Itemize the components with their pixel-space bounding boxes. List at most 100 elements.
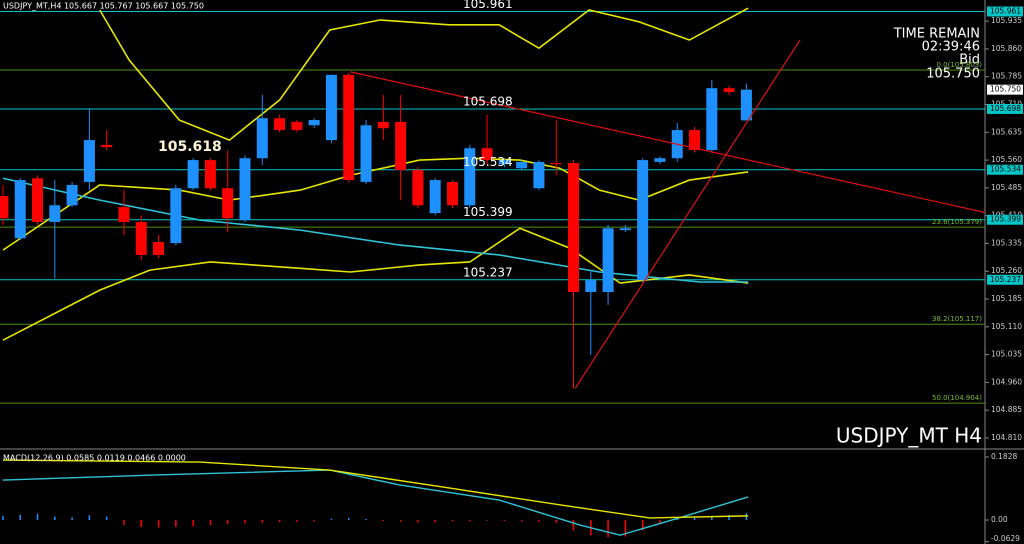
trendline	[574, 39, 801, 389]
candle-body	[585, 280, 597, 292]
fib-label: 50.0(104.904)	[932, 394, 982, 402]
chart-title: USDJPY_MT,H4 105.667 105.767 105.667 105…	[3, 2, 204, 11]
candle-body	[135, 221, 147, 255]
indicator-line	[99, 7, 749, 141]
price-box	[987, 274, 1023, 285]
watermark: USDJPY_MT H4	[836, 424, 982, 448]
price-annotation: 105.618	[158, 139, 222, 155]
y-tick-label: 105.485	[991, 183, 1022, 192]
bid-value: 105.750	[926, 67, 980, 82]
candle-body	[0, 196, 9, 219]
candle-body	[723, 88, 735, 92]
time-remain-label: TIME REMAIN	[893, 27, 980, 42]
bid-label: Bid	[959, 53, 980, 68]
horizontal-line-label: 105.237	[463, 265, 513, 279]
price-box	[987, 164, 1023, 175]
y-tick-label: 104.810	[991, 433, 1022, 442]
candle-body	[464, 148, 476, 206]
indicator-line	[2, 227, 749, 341]
price-box	[987, 6, 1023, 17]
y-tick-label: 0.00	[991, 515, 1008, 524]
y-tick-label: 105.860	[991, 44, 1022, 53]
fib-label: 0.0(105.803)	[936, 61, 982, 69]
candle-body	[654, 158, 666, 162]
bid-box	[987, 84, 1023, 95]
y-tick-label: 0.1828	[991, 452, 1017, 461]
candle-body	[395, 121, 407, 171]
labels: USDJPY_MT,H4 105.667 105.767 105.667 105…	[3, 0, 1023, 543]
candle-body	[256, 118, 268, 159]
y-tick-label: 105.110	[991, 322, 1022, 331]
macd-line	[2, 459, 749, 519]
price-box-label: 105.961	[990, 6, 1021, 15]
y-tick-label: 105.935	[991, 16, 1022, 25]
indicator-line	[2, 177, 749, 283]
price-box	[987, 214, 1023, 225]
candle-body	[32, 178, 44, 222]
fib-label: 38.2(105.117)	[932, 315, 982, 323]
candle-body	[446, 181, 458, 206]
horizontal-line-label: 105.399	[463, 205, 513, 219]
price-box-label: 105.399	[990, 215, 1021, 224]
candle-body	[689, 130, 701, 151]
y-tick-label: -0.0629	[991, 534, 1020, 543]
y-tick-label: 105.035	[991, 350, 1022, 359]
candle-body	[83, 140, 95, 182]
candle-body	[360, 125, 372, 182]
price-box-label: 105.534	[990, 165, 1021, 174]
y-tick-label: 105.635	[991, 127, 1022, 136]
y-tick-label: 105.260	[991, 266, 1022, 275]
candle-body	[118, 207, 130, 222]
macd-line	[2, 469, 749, 536]
candle-body	[429, 180, 441, 214]
candle-body	[568, 163, 580, 292]
horizontal-line-label: 105.961	[463, 0, 513, 11]
candle-body	[14, 180, 26, 239]
candle-body	[550, 163, 562, 165]
fib-label: 23.6(105.379)	[932, 218, 982, 226]
y-tick-label: 104.960	[991, 377, 1022, 386]
candle-body	[516, 161, 528, 169]
price-box-label: 105.237	[990, 275, 1021, 284]
candle-body	[706, 88, 718, 151]
horizontal-line-label: 105.698	[463, 94, 513, 108]
candle-body	[343, 74, 355, 181]
y-tick-label: 105.785	[991, 72, 1022, 81]
candle-body	[740, 89, 752, 121]
candle-body	[481, 148, 493, 161]
trendline	[350, 71, 985, 214]
candle-body	[412, 170, 424, 206]
y-tick-label: 105.335	[991, 238, 1022, 247]
candle-body	[602, 228, 614, 292]
candle-body	[204, 160, 216, 189]
candle-body	[619, 228, 631, 231]
candle-body	[153, 241, 165, 255]
horizontal-line-label: 105.534	[463, 155, 513, 169]
bid-box-label: 105.750	[990, 85, 1021, 94]
candle-body	[498, 160, 510, 165]
candle-body	[239, 158, 251, 221]
y-tick-label: 105.185	[991, 294, 1022, 303]
candle-body	[222, 188, 234, 219]
candle-body	[325, 74, 337, 141]
price-box-label: 105.698	[990, 104, 1021, 113]
macd-title: MACD(12,26,9) 0.0585 0.0119 0.0466 0.000…	[3, 454, 186, 463]
y-tick-label: 104.885	[991, 405, 1022, 414]
price-panel	[0, 7, 985, 404]
candle-body	[377, 121, 389, 129]
price-box	[987, 103, 1023, 114]
y-tick-label: 105.560	[991, 155, 1022, 164]
candle-body	[274, 118, 286, 131]
candle-body	[101, 144, 113, 148]
candle-body	[170, 188, 182, 244]
candle-body	[308, 120, 320, 126]
candle-body	[637, 160, 649, 281]
candle-body	[49, 205, 61, 222]
candle-body	[533, 161, 545, 189]
candle-body	[291, 121, 303, 131]
time-remain: 02:39:46	[922, 40, 980, 55]
macd-panel	[2, 459, 749, 538]
indicator-line	[2, 157, 749, 251]
candle-body	[66, 184, 78, 206]
